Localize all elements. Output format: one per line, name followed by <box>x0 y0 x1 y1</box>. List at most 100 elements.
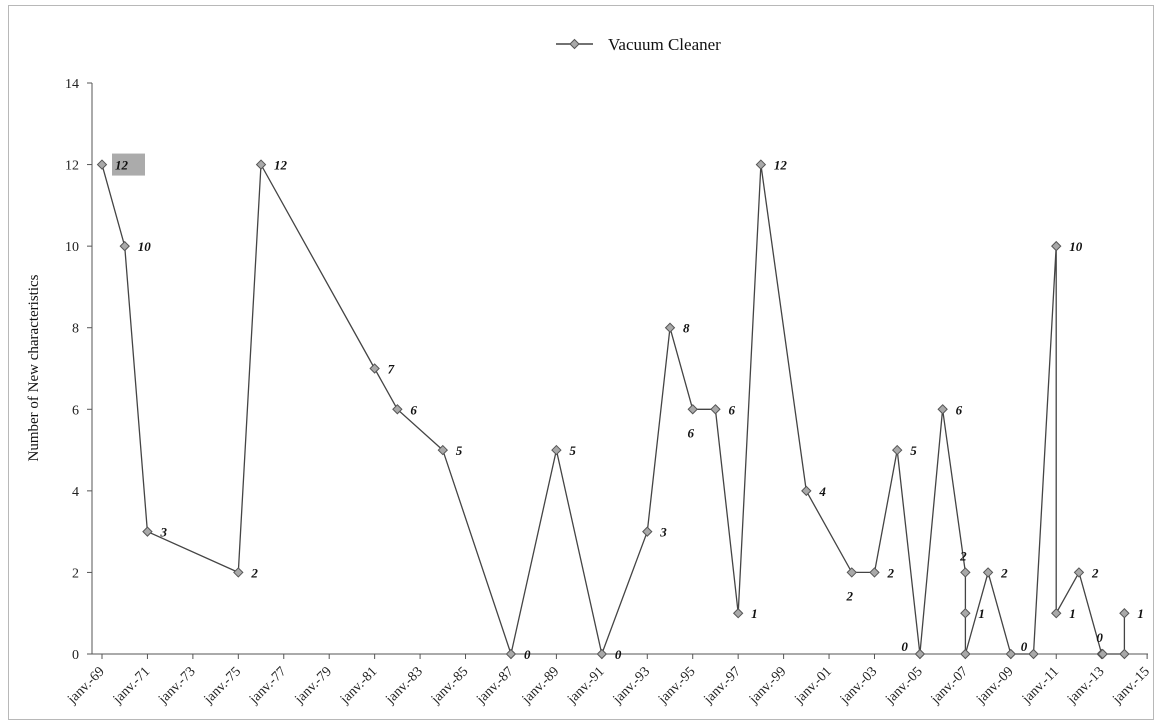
data-label: 1 <box>751 606 758 621</box>
data-point-marker <box>1119 648 1130 660</box>
data-point-marker <box>960 567 971 578</box>
data-point-marker <box>1097 648 1108 660</box>
data-point-marker <box>687 404 698 415</box>
data-label: 5 <box>910 443 917 458</box>
data-label: 0 <box>524 647 531 662</box>
data-point-marker <box>437 444 449 456</box>
x-tick-label: janv.-85 <box>428 664 471 707</box>
data-label: 2 <box>959 548 967 563</box>
data-label: 1 <box>1137 606 1144 621</box>
x-tick-label: janv.-03 <box>837 664 880 707</box>
chart-frame <box>8 5 1154 720</box>
x-tick-label: janv.-11 <box>1019 664 1062 707</box>
y-axis-label: Number of New characteristics <box>26 274 42 461</box>
data-point-marker <box>233 567 244 578</box>
x-tick-label: janv.-01 <box>791 664 834 707</box>
data-point-marker <box>1051 240 1062 252</box>
x-tick-label: janv.-05 <box>882 664 925 707</box>
x-tick-label: janv.-87 <box>473 664 516 707</box>
x-tick-label: janv.-83 <box>383 664 426 707</box>
legend-label: Vacuum Cleaner <box>608 35 721 54</box>
data-point-marker <box>937 404 948 415</box>
data-label: 2 <box>1091 565 1099 580</box>
data-point-marker <box>914 648 926 660</box>
y-tick-label: 8 <box>72 322 79 337</box>
data-point-marker <box>505 648 517 660</box>
data-point-marker <box>732 608 744 619</box>
data-label: 1 <box>978 606 985 621</box>
data-point-marker <box>142 526 153 537</box>
data-label: 6 <box>956 402 963 417</box>
y-tick-label: 10 <box>65 240 79 255</box>
y-tick-label: 6 <box>72 403 79 418</box>
data-label: 5 <box>569 443 576 458</box>
data-point-marker <box>801 485 812 497</box>
data-label: 10 <box>138 239 152 254</box>
data-label: 3 <box>159 525 167 540</box>
data-label: 0 <box>615 647 622 662</box>
y-tick-label: 2 <box>72 566 79 581</box>
data-label: 7 <box>388 362 395 377</box>
x-tick-label: janv.-81 <box>337 664 380 707</box>
data-label: 2 <box>1000 565 1008 580</box>
x-tick-label: janv.-69 <box>64 664 107 707</box>
data-label-highlight <box>112 153 145 176</box>
data-label: 4 <box>818 484 826 499</box>
x-tick-label: janv.-93 <box>610 664 653 707</box>
data-label: 3 <box>659 525 667 540</box>
x-tick-label: janv.-95 <box>655 664 698 707</box>
data-label: 2 <box>886 565 894 580</box>
x-tick-label: janv.-77 <box>246 664 289 707</box>
data-label: 6 <box>728 402 735 417</box>
data-point-marker <box>891 444 903 456</box>
data-label: 10 <box>1069 239 1083 254</box>
data-point-marker <box>755 159 767 170</box>
data-label: 0 <box>901 639 908 654</box>
legend: Vacuum Cleaner <box>556 35 721 54</box>
data-point-marker <box>596 648 608 660</box>
data-label: 0 <box>1021 639 1028 654</box>
data-point-marker <box>1005 648 1017 660</box>
data-label: 1 <box>1069 606 1076 621</box>
data-point-marker <box>1028 648 1039 660</box>
data-point-marker <box>369 363 380 374</box>
x-tick-label: janv.-91 <box>564 664 607 707</box>
data-point-marker <box>960 608 971 619</box>
data-point-marker <box>551 444 562 456</box>
data-label: 8 <box>683 321 690 336</box>
data-point-marker <box>96 159 108 170</box>
data-point-marker <box>119 240 130 252</box>
data-point-marker <box>392 404 403 415</box>
series-line-vacuum-cleaner <box>101 162 1126 657</box>
data-label: 6 <box>687 425 694 440</box>
data-point-marker <box>869 567 880 578</box>
data-point-marker <box>846 567 857 578</box>
data-point-marker <box>1073 567 1085 578</box>
data-point-marker <box>982 567 994 578</box>
data-point-marker <box>710 404 721 415</box>
legend-marker <box>569 38 580 50</box>
x-tick-label: janv.-99 <box>746 664 789 707</box>
x-tick-label: janv.-71 <box>110 664 153 707</box>
data-point-marker <box>642 526 653 537</box>
data-point-marker <box>664 322 676 333</box>
x-tick-label: janv.-97 <box>701 664 744 707</box>
data-point-marker <box>1051 608 1062 619</box>
x-tick-label: janv.-15 <box>1110 664 1153 707</box>
x-tick-label: janv.-89 <box>519 664 562 707</box>
x-tick-label: janv.-75 <box>201 664 244 707</box>
x-tick-label: janv.-09 <box>973 664 1016 707</box>
data-label: 2 <box>250 565 258 580</box>
y-tick-label: 4 <box>72 485 79 500</box>
data-label: 5 <box>456 443 463 458</box>
y-tick-label: 0 <box>72 648 79 663</box>
y-tick-label: 12 <box>65 159 79 174</box>
data-label: 12 <box>774 158 788 173</box>
data-label: 2 <box>846 588 854 603</box>
x-tick-label: janv.-13 <box>1064 664 1107 707</box>
data-label: 0 <box>1096 630 1103 645</box>
data-label: 12 <box>274 158 288 173</box>
